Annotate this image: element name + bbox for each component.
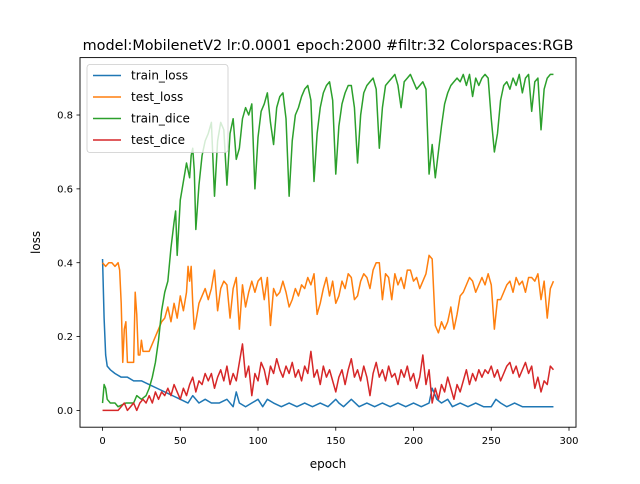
plot-area <box>101 73 555 412</box>
y-tick-label: 0.4 <box>57 258 73 269</box>
y-tick-label: 0.6 <box>57 184 73 195</box>
legend-label-train_dice: train_dice <box>131 112 190 126</box>
x-tick-label: 100 <box>248 436 267 447</box>
x-axis: 0 50 100 150 200 250 300 <box>99 427 579 447</box>
x-tick-label: 50 <box>174 436 187 447</box>
legend-box <box>86 64 229 153</box>
chart-title: model:MobilenetV2 lr:0.0001 epoch:2000 #… <box>83 38 574 54</box>
legend: train_loss test_loss train_dice test_dice <box>86 64 229 153</box>
x-axis-label: epoch <box>310 457 347 471</box>
x-tick-label: 200 <box>404 436 423 447</box>
y-tick-label: 0.2 <box>57 332 73 343</box>
legend-label-test_dice: test_dice <box>131 133 185 147</box>
series-line-train_dice <box>101 73 554 408</box>
y-tick-label: 0.8 <box>57 111 73 122</box>
y-axis: 0.0 0.2 0.4 0.6 0.8 <box>57 111 80 417</box>
x-tick-label: 300 <box>559 436 578 447</box>
y-tick-label: 0.0 <box>57 406 73 417</box>
x-tick-label: 250 <box>482 436 501 447</box>
series-line-test_dice <box>102 343 555 412</box>
series-line-train_loss <box>101 259 554 408</box>
x-tick-label: 0 <box>99 436 105 447</box>
x-tick-label: 150 <box>326 436 345 447</box>
legend-label-train_loss: train_loss <box>131 69 188 83</box>
legend-label-test_loss: test_loss <box>131 90 183 104</box>
axes-frame <box>79 57 577 428</box>
series-line-test_loss <box>101 254 555 364</box>
y-axis-label: loss <box>29 231 43 254</box>
